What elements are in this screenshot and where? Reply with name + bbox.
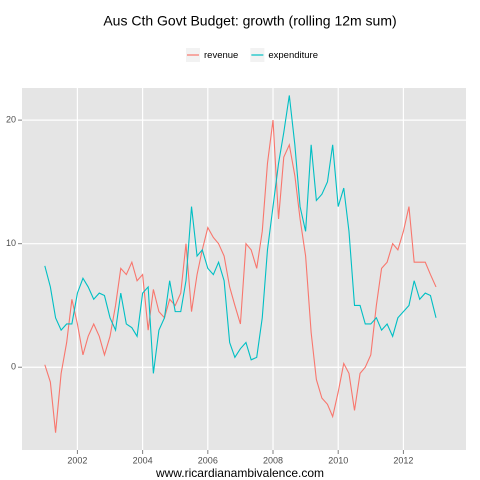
chart-title: Aus Cth Govt Budget: growth (rolling 12m…	[103, 13, 396, 29]
line-series	[44, 120, 437, 433]
x-tick-label: 2004	[133, 455, 153, 465]
line-series	[44, 95, 437, 374]
x-tick-label: 2010	[328, 455, 348, 465]
legend-label: expenditure	[268, 50, 318, 61]
x-tick-label: 2008	[263, 455, 283, 465]
legend-label: revenue	[204, 50, 238, 61]
x-tick-label: 2002	[67, 455, 87, 465]
x-tick-label: 2012	[393, 455, 413, 465]
x-axis-label: www.ricardianambivalence.com	[155, 466, 324, 480]
x-tick-label: 2006	[198, 455, 218, 465]
y-tick-label: 10	[6, 238, 16, 248]
y-tick-label: 20	[6, 114, 16, 124]
y-tick-label: 0	[11, 362, 16, 372]
